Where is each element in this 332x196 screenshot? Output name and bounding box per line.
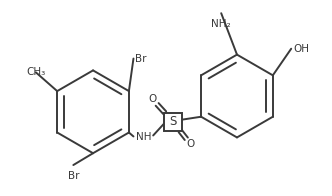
Text: NH: NH [135,132,151,142]
Text: OH: OH [293,44,309,54]
Text: NH₂: NH₂ [211,19,231,29]
Text: Br: Br [68,171,79,181]
Text: Br: Br [135,54,147,64]
Text: O: O [148,94,156,104]
Text: S: S [169,115,177,128]
Bar [164,113,182,131]
Text: O: O [187,139,195,149]
Text: CH₃: CH₃ [26,67,45,77]
